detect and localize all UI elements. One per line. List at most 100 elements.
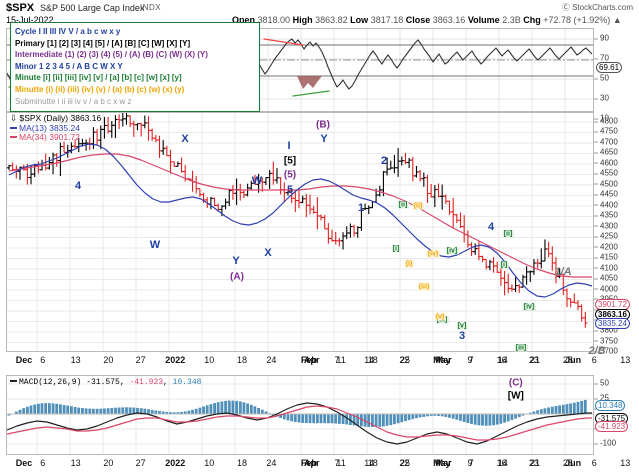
date-tick: Feb xyxy=(300,355,317,365)
macd-value-label: -41.923 xyxy=(595,421,629,432)
osc-tick: 90 xyxy=(594,33,609,43)
high-label: High xyxy=(292,15,313,25)
price-tick: 3700 xyxy=(594,346,618,356)
wave-label-minor: W xyxy=(251,175,263,187)
date-tick: 6 xyxy=(591,458,597,468)
macd-date-axis: Dec 6 13 20 27 2022 10 18 24 Feb 7 14 22 Mar 7 14 21 28 Ap… xyxy=(6,455,631,473)
macd-info: MACD(12,26,9) -31.575, -41.923, 10.348 xyxy=(10,377,201,388)
exchange-label: INDX xyxy=(140,3,162,12)
close-value: 3863.16 xyxy=(432,15,466,25)
wave-label-minor: 1 xyxy=(357,202,365,214)
date-tick: 13 xyxy=(70,458,81,468)
date-tick: 10 xyxy=(204,458,215,468)
quote-date: 15-Jul-2022 xyxy=(6,15,54,25)
osc-tick: 70 xyxy=(594,53,609,63)
wave-label-minute: [i] xyxy=(391,245,401,253)
macd-tick: 50 xyxy=(594,378,609,388)
wave-label-primary: [5] xyxy=(283,155,297,167)
date-tick: Mar xyxy=(435,355,452,365)
date-tick: Dec xyxy=(15,458,33,468)
macd-panel[interactable] xyxy=(6,375,594,455)
volume-label: Volume xyxy=(467,15,500,25)
date-tick: 14 xyxy=(364,458,375,468)
date-tick: 27 xyxy=(135,458,146,468)
price-tick: 4800 xyxy=(594,116,618,126)
price-tick: 3750 xyxy=(594,336,618,346)
date-tick: Feb xyxy=(300,458,317,468)
price-tick: 4350 xyxy=(594,210,618,220)
date-tick: 7 xyxy=(334,355,340,365)
high-value: 3863.82 xyxy=(315,15,348,25)
wave-label-minutte: (v) xyxy=(434,313,446,321)
date-tick: 7 xyxy=(468,458,474,468)
ticker-symbol: $SPX xyxy=(6,2,35,14)
price-tick: 4600 xyxy=(594,158,618,168)
open-label: Open xyxy=(232,15,256,25)
date-tick: 18 xyxy=(367,355,378,365)
wave-label-inter: (5) xyxy=(283,169,297,181)
oscillator-axis: 90 70 50 30 10 69.61 xyxy=(594,28,639,123)
price-date-axis: Dec 6 13 20 27 2022 10 18 24 Feb 7 14 22 Mar 7 14 21 28 Ap… xyxy=(6,352,631,370)
date-tick: 16 xyxy=(496,458,507,468)
date-tick: 25 xyxy=(399,458,410,468)
price-panel-info: ⇩ $SPX (Daily) 3863.16 MA(13) 3835.24 MA… xyxy=(10,113,101,143)
date-tick: 28 xyxy=(562,458,573,468)
legend-row-subminutte: Subminutte i ii iii iv v / a b c x w z xyxy=(15,96,132,106)
macd-tick: -100 xyxy=(593,438,617,448)
wave-label-minor: Y xyxy=(320,133,328,145)
date-tick: 6 xyxy=(40,458,46,468)
date-tick: 21 xyxy=(530,458,541,468)
legend-row-minute: Minute [i] [ii] [iii] [iv] [v] / [a] [b]… xyxy=(15,73,182,83)
wave-label-cycle: I xyxy=(287,140,291,152)
macd-plot xyxy=(7,376,593,454)
low-label: Low xyxy=(350,15,369,25)
low-value: 3817.18 xyxy=(370,15,404,25)
wave-label-inter: (A) xyxy=(230,271,244,283)
osc-current-value: 69.61 xyxy=(596,62,623,73)
wave-label-minor: 4 xyxy=(487,221,495,233)
wave-label-italic: 1/A xyxy=(554,266,572,278)
wave-label-minutte: (iv) xyxy=(426,250,440,258)
price-info-ma34: MA(34) 3901.72 xyxy=(10,132,101,143)
macd-wave-label: (C) xyxy=(508,377,523,389)
date-tick: 24 xyxy=(266,458,277,468)
date-tick: 28 xyxy=(562,355,573,365)
date-tick: Mar xyxy=(435,458,452,468)
date-tick: Apr xyxy=(304,355,320,365)
osc-tick: 10 xyxy=(594,113,609,123)
wave-label-minute: [iii] xyxy=(514,344,528,352)
ticker-name: S&P 500 Large Cap Index xyxy=(40,3,145,13)
date-tick: 7 xyxy=(334,458,340,468)
legend-row-primary: Primary [1] [2] [3] [4] [5] / [A] [B] [C… xyxy=(15,38,191,48)
date-tick: 11 xyxy=(336,355,346,365)
price-tick: 4700 xyxy=(594,137,618,147)
price-tick: 4550 xyxy=(594,168,618,178)
price-tick: 4200 xyxy=(594,242,618,252)
date-tick: 2022 xyxy=(165,458,186,468)
date-tick: 25 xyxy=(399,355,410,365)
wave-label-inter: (B) xyxy=(316,119,330,131)
chg-label: Chg xyxy=(523,15,541,25)
wave-label-minute: [iv] xyxy=(522,303,536,311)
date-tick: 21 xyxy=(530,355,541,365)
date-tick: 23 xyxy=(528,458,539,468)
date-tick: Apr xyxy=(304,458,320,468)
chg-value: +72.78 (+1.92%) xyxy=(543,15,611,25)
wave-label-minute: [ii] xyxy=(502,230,514,238)
price-tick: 4050 xyxy=(594,273,618,283)
date-tick: Dec xyxy=(15,355,33,365)
date-tick: 20 xyxy=(103,355,114,365)
price-tick: 4500 xyxy=(594,179,618,189)
date-tick: 14 xyxy=(497,355,508,365)
date-tick: 13 xyxy=(620,458,631,468)
close-label: Close xyxy=(405,15,431,25)
wave-label-minutte: (ii) xyxy=(412,202,424,210)
price-info-ma13: MA(13) 3835.24 xyxy=(10,123,101,134)
date-tick: 6 xyxy=(40,355,46,365)
price-tick: 4300 xyxy=(594,221,618,231)
price-tick: 4250 xyxy=(594,231,618,241)
price-panel[interactable] xyxy=(6,112,594,352)
wave-label-minutte: (iii) xyxy=(417,283,431,291)
wave-label-minor: 2 xyxy=(380,155,388,167)
